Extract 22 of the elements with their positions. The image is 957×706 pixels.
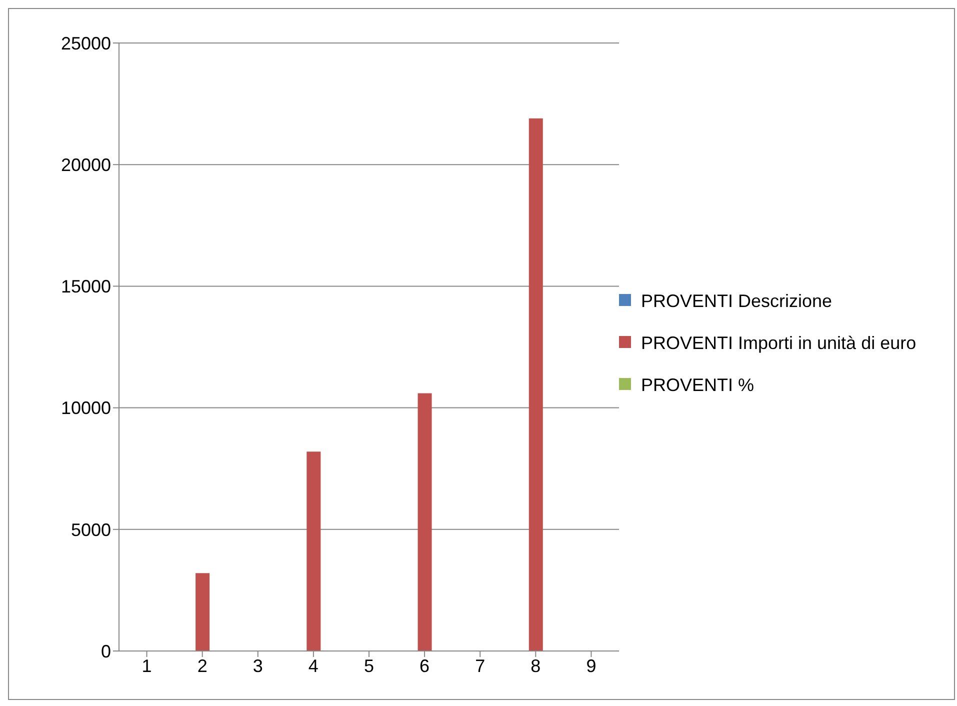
y-tick-label: 5000 bbox=[70, 520, 111, 540]
bar bbox=[528, 118, 543, 651]
legend-label: PROVENTI Importi in unità di euro bbox=[641, 332, 916, 355]
x-tick-label: 4 bbox=[308, 656, 318, 676]
bar bbox=[196, 573, 210, 651]
y-tick-label: 25000 bbox=[60, 33, 111, 54]
bar bbox=[418, 393, 432, 651]
bar bbox=[306, 452, 321, 651]
y-tick-label: 0 bbox=[100, 641, 111, 662]
y-tick-label: 20000 bbox=[60, 154, 111, 175]
x-tick-label: 7 bbox=[475, 656, 486, 676]
x-tick-label: 1 bbox=[142, 656, 152, 676]
x-tick-label: 3 bbox=[252, 656, 263, 676]
legend-label: PROVENTI Descrizione bbox=[641, 290, 832, 313]
y-tick-label: 15000 bbox=[60, 276, 111, 297]
legend-label: PROVENTI % bbox=[641, 374, 754, 397]
y-tick-label: 10000 bbox=[60, 398, 111, 418]
x-tick-label: 2 bbox=[197, 656, 208, 676]
x-tick-label: 9 bbox=[586, 656, 596, 676]
x-tick-label: 8 bbox=[530, 656, 541, 676]
x-tick-label: 6 bbox=[420, 656, 430, 676]
x-tick-label: 5 bbox=[364, 656, 374, 676]
